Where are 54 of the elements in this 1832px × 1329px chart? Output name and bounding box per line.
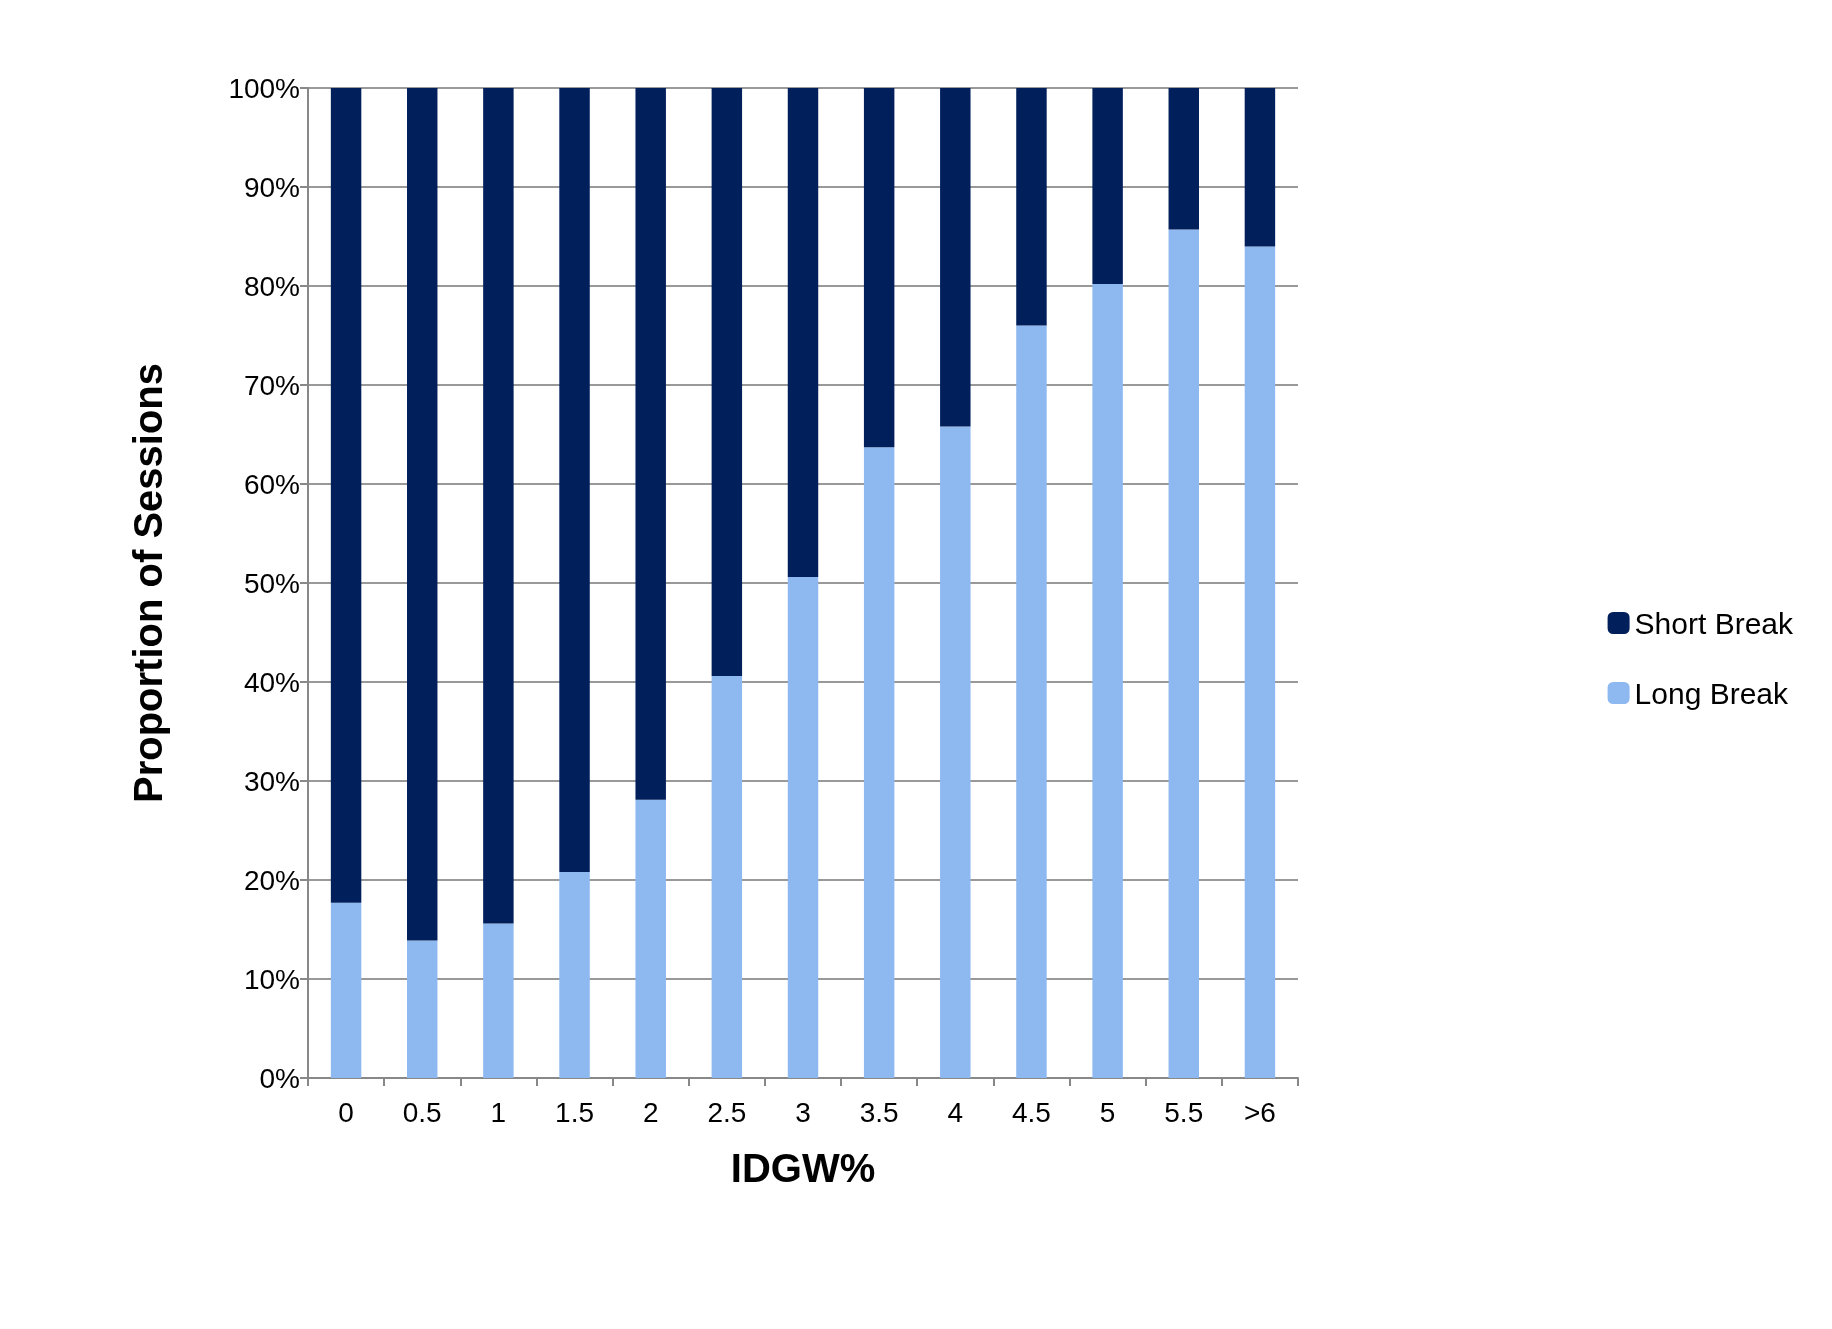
bar [1092, 88, 1123, 285]
y-tick-label: 0% [259, 1062, 300, 1094]
bar [559, 88, 590, 873]
bar [940, 88, 971, 427]
legend-label: Long Break [1634, 676, 1790, 710]
bar [1092, 284, 1123, 1078]
y-tick-label: 70% [243, 369, 300, 401]
bar [407, 88, 438, 941]
bar [711, 88, 743, 677]
y-tick-label: 90% [243, 171, 300, 203]
x-axis-title: IDGW% [730, 1146, 876, 1190]
bar [863, 447, 895, 1078]
x-tick-label: 2.5 [707, 1096, 747, 1128]
bar [483, 923, 514, 1078]
x-tick-label: 2 [642, 1096, 659, 1128]
bar [863, 88, 895, 448]
legend-label: Short Break [1634, 606, 1794, 640]
bar [330, 88, 362, 903]
y-tick-label: 50% [243, 567, 300, 599]
x-tick-label: 1 [490, 1096, 507, 1128]
bar [787, 577, 819, 1078]
x-tick-label: 1.5 [555, 1096, 595, 1128]
bar [330, 902, 362, 1078]
bar [940, 426, 971, 1078]
y-tick-label: 40% [243, 666, 300, 698]
bar [1016, 88, 1047, 326]
x-tick-label: 5.5 [1164, 1096, 1204, 1128]
x-tick-label: >6 [1243, 1096, 1276, 1128]
y-tick-label: 60% [243, 468, 300, 500]
bar [787, 88, 819, 578]
bar [407, 940, 438, 1078]
bar [483, 88, 514, 924]
x-tick-label: 3 [795, 1096, 811, 1128]
bar [1168, 229, 1199, 1078]
y-axis-title: Proportion of Sessions [126, 362, 170, 804]
y-tick-label: 100% [228, 72, 300, 104]
y-tick-label: 30% [243, 765, 300, 797]
bar [1244, 246, 1276, 1078]
bar [635, 799, 666, 1078]
bar [1016, 325, 1047, 1078]
y-tick-label: 80% [243, 270, 300, 302]
x-tick-label: 5 [1099, 1096, 1116, 1128]
x-tick-label: 4 [947, 1096, 964, 1128]
bar [559, 872, 590, 1078]
x-tick-label: 3.5 [859, 1096, 899, 1128]
x-tick-label: 0.5 [402, 1096, 442, 1128]
x-tick-label: 4.5 [1011, 1096, 1051, 1128]
bar [711, 676, 743, 1078]
bar [635, 88, 666, 800]
y-tick-label: 20% [243, 864, 300, 896]
bar [1168, 88, 1199, 230]
y-tick-label: 10% [243, 963, 300, 995]
bar [1244, 88, 1276, 247]
x-tick-label: 0 [338, 1096, 354, 1128]
